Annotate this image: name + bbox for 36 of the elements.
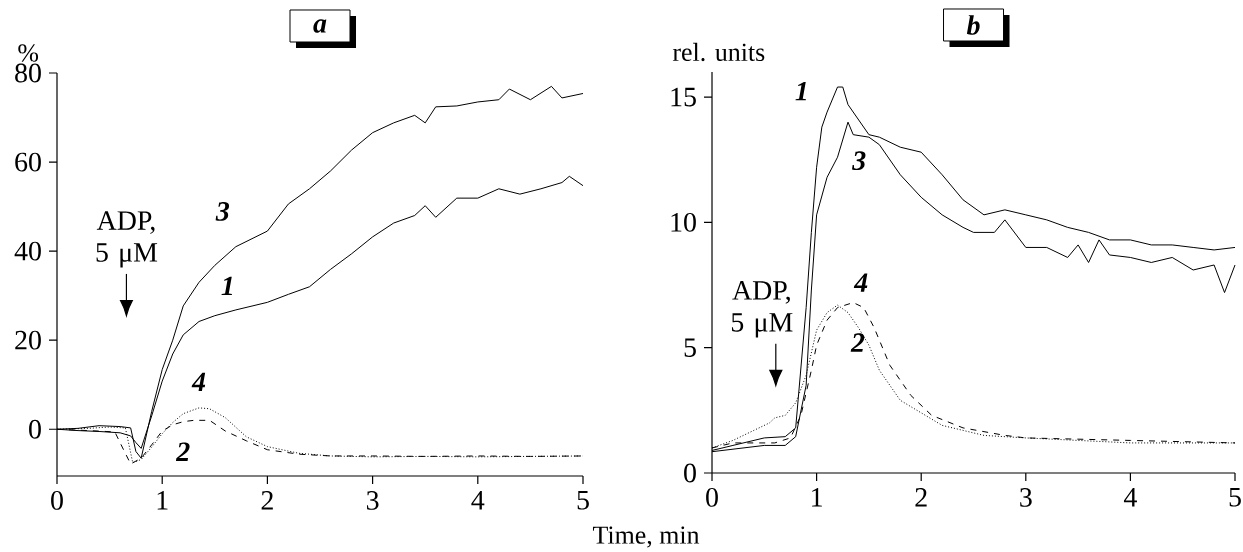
y-tick-label: 5 — [684, 338, 696, 357]
y-tick-label: 20 — [15, 330, 41, 350]
x-tick-label: 5 — [577, 491, 589, 510]
x-tick-label: 3 — [366, 491, 379, 510]
series-label: 4 — [191, 372, 206, 392]
y-tick-label: 0 — [29, 419, 41, 439]
y-tick-label: 15 — [671, 87, 696, 107]
annotation: ADP, 5 μM — [731, 281, 793, 338]
x-tick-label: 0 — [51, 491, 63, 510]
x-tick-label: 2 — [915, 488, 927, 507]
x-tick-label: 3 — [1020, 488, 1032, 507]
chart-title: b — [966, 15, 980, 35]
x-tick-label: 2 — [261, 491, 273, 510]
series-label: 1 — [221, 276, 232, 296]
x-tick-label: 1 — [157, 491, 168, 510]
x-tick-label: 4 — [1123, 488, 1137, 507]
y-tick-label: 10 — [671, 212, 696, 232]
x-tick-label: 4 — [471, 491, 485, 510]
y-tick-label: 60 — [15, 152, 41, 172]
series-label: 1 — [795, 81, 806, 101]
x-tick-label: 0 — [706, 488, 718, 507]
y-tick-label: 0 — [684, 463, 696, 483]
series-label: 4 — [853, 273, 868, 292]
y-axis-title: % — [18, 44, 39, 62]
y-tick-label: 40 — [14, 241, 41, 261]
annotation: ADP, 5 μM — [96, 211, 158, 268]
x-tick-label: 5 — [1229, 488, 1241, 507]
chart-title: a — [313, 19, 327, 33]
series-label: 3 — [852, 151, 866, 171]
series-label: 2 — [175, 442, 190, 461]
x-axis-title: Time, min — [592, 526, 700, 548]
y-axis-title: rel. units — [672, 42, 765, 62]
series-label: 3 — [215, 202, 230, 221]
series-label: 2 — [850, 333, 865, 352]
y-tick-label: 80 — [15, 63, 41, 83]
x-tick-label: 1 — [812, 488, 822, 507]
